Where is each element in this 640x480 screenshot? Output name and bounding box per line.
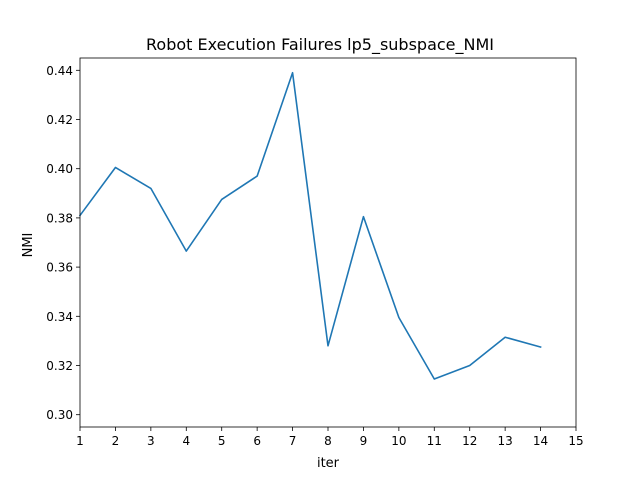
x-tick-label: 12: [462, 434, 477, 448]
x-tick-label: 3: [147, 434, 155, 448]
y-tick-label: 0.42: [46, 113, 73, 127]
x-tick-label: 11: [427, 434, 442, 448]
y-tick-label: 0.40: [46, 162, 73, 176]
y-tick-label: 0.36: [46, 261, 73, 275]
y-tick-label: 0.30: [46, 408, 73, 422]
x-tick-label: 9: [360, 434, 368, 448]
y-tick-label: 0.32: [46, 359, 73, 373]
x-tick-label: 7: [289, 434, 297, 448]
y-tick-label: 0.44: [46, 64, 73, 78]
y-tick-label: 0.34: [46, 310, 73, 324]
x-tick-label: 13: [498, 434, 513, 448]
y-tick-label: 0.38: [46, 211, 73, 225]
x-tick-label: 10: [391, 434, 406, 448]
x-tick-label: 2: [112, 434, 120, 448]
plot-area: 1 2 3 4 5 6 7 8 9 10 11 12 13 14 150.300.320.340.360.3…: [46, 57, 584, 448]
x-axis-label: iter: [317, 456, 340, 471]
x-tick-label: 6: [253, 434, 261, 448]
axes-frame: [79, 57, 577, 428]
x-tick-label: 1: [76, 434, 84, 448]
x-tick-label: 8: [324, 434, 332, 448]
series-line: [78, 71, 542, 380]
x-tick-label: 5: [218, 434, 226, 448]
x-tick-label: 4: [182, 434, 190, 448]
y-axis-label: NMI: [21, 233, 36, 258]
chart-title: Robot Execution Failures lp5_subspace_NM…: [146, 35, 494, 55]
x-tick-label: 15: [568, 434, 583, 448]
x-tick-label: 14: [533, 434, 548, 448]
